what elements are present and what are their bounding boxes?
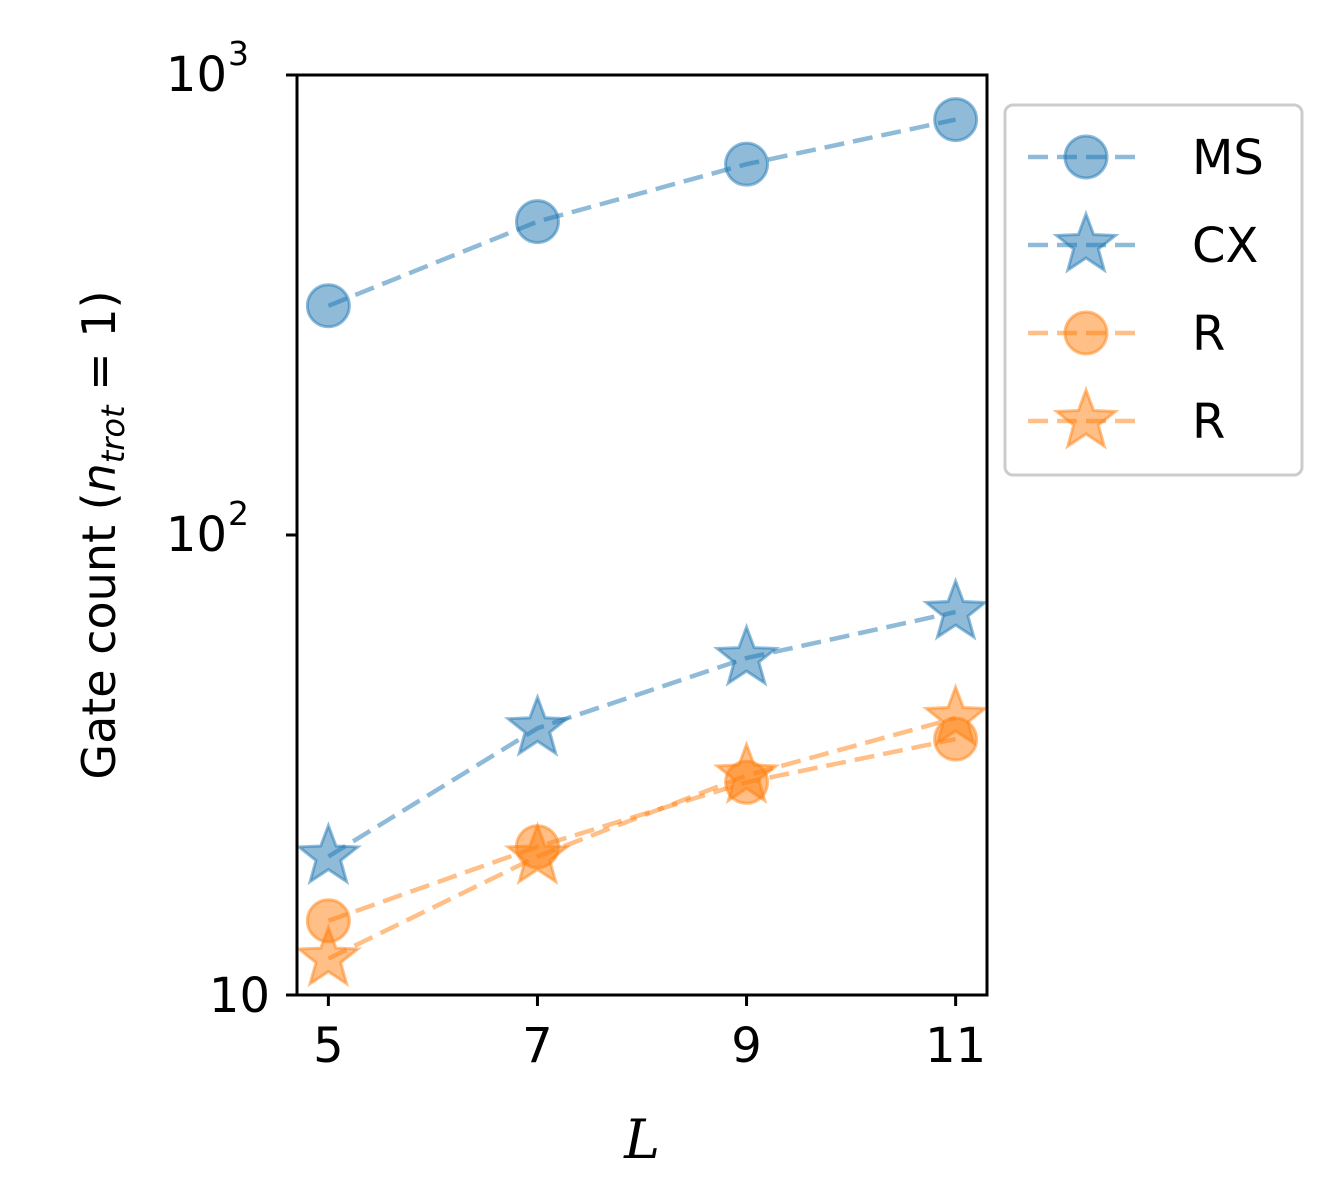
legend-frame — [1003, 103, 1304, 477]
data-point-series-1-1 — [305, 283, 351, 329]
series-line-2 — [327, 609, 957, 859]
legend-label-4: R — [1192, 394, 1225, 450]
data-point-series-2-2 — [503, 693, 571, 757]
x-tick-label-2: 7 — [522, 1018, 553, 1074]
legend: MS CX RR — [1003, 103, 1304, 477]
y-tick-label-3: 10 — [166, 47, 227, 103]
data-point-series-2-4 — [922, 576, 990, 641]
y-tick-label-1: 10 — [209, 968, 270, 1024]
data-point-series-2-1 — [294, 821, 362, 886]
y-axis-label-equals: = 1) — [72, 290, 126, 405]
legend-marker-1 — [1063, 134, 1109, 180]
series-line-3 — [327, 736, 957, 923]
legend-label-1: MS — [1192, 130, 1264, 186]
legend-items: MS CX RR — [1028, 130, 1264, 450]
data-point-series-2-3 — [713, 622, 781, 687]
x-tick-label-3: 9 — [731, 1018, 762, 1074]
data-point-series-1-2 — [514, 199, 560, 245]
data-point-series-4-3 — [713, 740, 781, 805]
x-axis-label: L — [623, 1108, 660, 1171]
data-point-series-4-1 — [294, 923, 362, 988]
plot-frame — [295, 73, 989, 997]
x-tick-label-1: 5 — [313, 1018, 344, 1074]
y-tick-label-2: 10 — [166, 507, 227, 563]
x-tick-label-4: 11 — [925, 1018, 986, 1074]
data-point-series-4-4 — [922, 682, 990, 747]
data-point-series-4-2 — [503, 821, 571, 886]
y-axis-label: Gate count (ntrot = 1) — [72, 290, 132, 779]
legend-marker-3 — [1063, 310, 1109, 356]
y-axis-label-n: n — [72, 463, 126, 492]
data-point-series-1-4 — [933, 97, 979, 143]
series-line-4 — [327, 715, 957, 961]
legend-marker-4 — [1052, 385, 1120, 450]
legend-label-2: CX — [1192, 218, 1258, 274]
series-layer — [294, 97, 990, 988]
series-line-1 — [327, 117, 957, 308]
legend-label-3: R — [1192, 306, 1225, 362]
y-axis-label-prefix: Gate count ( — [72, 492, 126, 779]
y-tick-exponent-2: 2 — [228, 494, 249, 533]
y-axis-label-subscript: trot — [94, 404, 132, 463]
y-tick-exponent-3: 3 — [228, 34, 249, 73]
legend-marker-2 — [1052, 209, 1120, 274]
data-point-series-1-3 — [724, 141, 770, 187]
